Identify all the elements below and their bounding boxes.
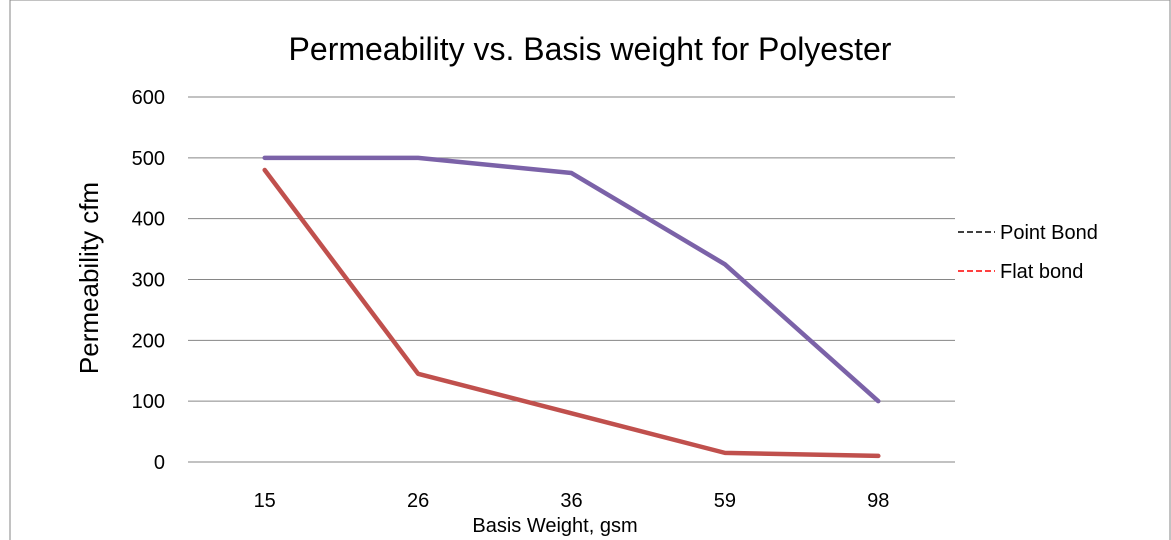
series-lines [262,155,881,459]
y-tick-label: 200 [132,330,165,352]
legend-label: Flat bond [1000,261,1083,283]
x-axis-ticks: 15 26 36 59 98 [254,490,890,512]
x-tick-label: 98 [867,490,889,512]
y-tick-label: 300 [132,270,165,292]
legend: Point Bond Flat bond [958,222,1098,283]
y-tick-label: 100 [132,391,165,413]
y-tick-label: 600 [132,87,165,109]
y-tick-label: 400 [132,209,165,231]
chart-border [9,0,1171,540]
chart-title: Permeability vs. Basis weight for Polyes… [289,31,892,67]
x-tick-label: 36 [560,490,582,512]
x-tick-label: 26 [407,490,429,512]
x-axis-label: Basis Weight, gsm [472,515,637,537]
legend-label: Point Bond [1000,222,1098,244]
y-tick-label: 500 [132,148,165,170]
y-tick-label: 0 [154,452,165,474]
y-axis-ticks: 0 100 200 300 400 500 600 [132,87,165,474]
x-tick-label: 15 [254,490,276,512]
x-tick-label: 59 [714,490,736,512]
y-axis-label: Permeability cfm [74,182,104,374]
